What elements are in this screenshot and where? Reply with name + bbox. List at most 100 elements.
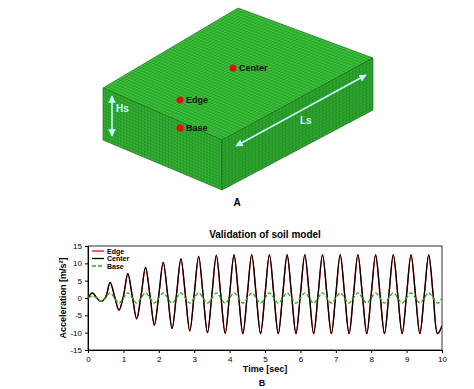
tick-mark [442, 350, 443, 353]
tick-mark [336, 350, 337, 353]
diagram: HsLsCenterEdgeBase [103, 8, 373, 190]
mesh-line [139, 67, 262, 118]
mesh-line [103, 124, 222, 175]
mesh-line [103, 111, 222, 162]
series-line [88, 255, 442, 334]
mesh-line [132, 20, 271, 100]
tick: 2 [157, 350, 162, 364]
tick-label: -10 [70, 329, 82, 338]
plot-frame [88, 246, 442, 350]
probe-label: Edge [186, 95, 208, 105]
tick-label: 3 [192, 355, 197, 364]
mesh-line [103, 117, 222, 168]
tick: 5 [78, 277, 88, 286]
tick: 1 [122, 350, 127, 364]
mesh-line [222, 104, 373, 184]
tick-label: 4 [228, 355, 233, 364]
tick: 10 [73, 259, 88, 268]
legend-swatch [92, 265, 104, 266]
legend: EdgeCenterBase [92, 248, 129, 270]
legend-label: Base [107, 263, 124, 270]
mesh-line [135, 21, 274, 102]
mesh-line [222, 91, 373, 172]
series-line [88, 255, 442, 334]
panel-label: A [233, 197, 240, 208]
tick: 4 [228, 350, 233, 364]
x-axis: 012345678910 [86, 350, 447, 364]
mesh-line [103, 134, 222, 184]
tick-label: -15 [70, 346, 82, 355]
tick-mark [85, 298, 88, 299]
tick: 9 [405, 350, 410, 364]
dimension-arrow [111, 96, 113, 136]
tick-label: 10 [73, 259, 82, 268]
tick-label: 8 [369, 355, 374, 364]
front-face [103, 88, 222, 190]
mesh-line [143, 25, 283, 106]
probe-point [177, 125, 184, 132]
legend-label: Center [107, 255, 129, 262]
tick-mark [194, 350, 195, 353]
tick-mark [371, 350, 372, 353]
tick: -15 [70, 346, 88, 355]
mesh-line [159, 31, 301, 112]
dimension-label: Ls [300, 115, 312, 126]
tick-label: 15 [73, 242, 82, 251]
mesh-line [103, 130, 222, 180]
tick-mark [85, 333, 88, 334]
tick: -5 [75, 311, 88, 320]
tick-label: 0 [86, 355, 91, 364]
tick-label: 1 [122, 355, 127, 364]
axis-line [89, 351, 443, 354]
mesh-line [103, 101, 222, 153]
mesh-line [103, 121, 222, 172]
tick-mark [85, 315, 88, 316]
tick: 6 [299, 350, 304, 364]
tick: 0 [78, 294, 88, 303]
tick: 3 [192, 350, 197, 364]
tick-label: 5 [263, 355, 268, 364]
mesh-line [103, 108, 222, 159]
tick-label: 5 [78, 277, 83, 286]
tick-label: 9 [405, 355, 410, 364]
mesh-line [103, 95, 222, 147]
tick: 5 [263, 350, 268, 364]
mesh-line [151, 28, 292, 109]
tick-mark [85, 281, 88, 282]
tick-mark [230, 350, 231, 353]
tick-mark [123, 350, 124, 353]
probe-label: Base [186, 123, 208, 133]
mesh-line [222, 74, 373, 155]
tick: 15 [73, 242, 88, 251]
mesh-line [222, 97, 373, 178]
mesh-line [111, 92, 112, 144]
tick: 0 [86, 350, 91, 364]
mesh-line [137, 22, 277, 103]
legend-swatch [92, 250, 104, 251]
tick-mark [159, 350, 160, 353]
mesh-line [222, 78, 373, 159]
tick-label: 6 [299, 355, 304, 364]
legend-swatch [92, 258, 104, 259]
tick-label: 0 [78, 294, 83, 303]
mesh-line [148, 27, 289, 108]
tick-label: -5 [75, 311, 83, 320]
figure: HsLsCenterEdgeBaseAValidation of soil mo… [0, 0, 474, 389]
mesh-line [153, 29, 295, 110]
tick-mark [265, 350, 266, 353]
tick-mark [85, 350, 88, 351]
mesh-line [145, 26, 286, 107]
mesh-line [103, 98, 222, 150]
chart-title: Validation of soil model [209, 229, 321, 240]
y-axis-title: Acceleration [m/s²] [58, 257, 68, 338]
probe-label: Center [239, 63, 268, 73]
mesh-line [161, 32, 304, 113]
x-axis-title: Time [sec] [243, 364, 287, 374]
mesh-line [222, 107, 373, 187]
mesh-line [222, 81, 373, 162]
tick-mark [407, 350, 408, 353]
mesh-line [156, 30, 298, 111]
tick-label: 2 [157, 355, 162, 364]
panel-label: B [259, 378, 266, 388]
tick: 10 [438, 350, 447, 364]
